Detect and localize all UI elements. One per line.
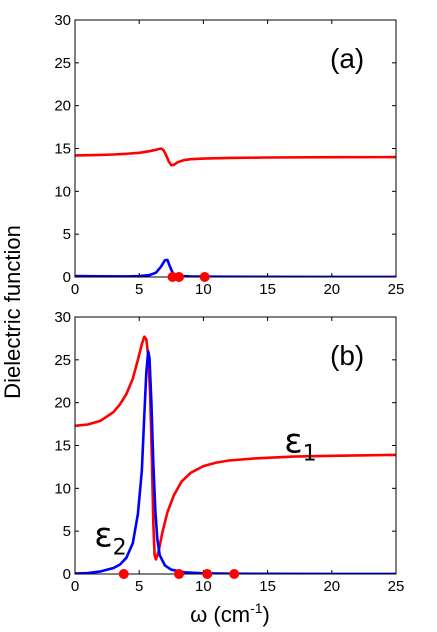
y-tick-label: 20 [54,98,71,115]
x-tick-label: 5 [135,578,143,595]
y-tick-label: 25 [54,352,71,369]
x-tick-label: 0 [71,281,79,298]
panel-a: 0 5 10 15 20 25 0 5 10 15 20 25 30 (a) [54,12,404,298]
epsilon-1-label: ε1 [284,421,316,466]
y-tick-label: 10 [54,183,71,200]
y-tick-label: 0 [63,566,71,583]
panel-label: (b) [330,340,364,371]
marker-point [118,569,129,579]
y-tick-label: 15 [54,438,71,455]
x-tick-label: 25 [388,281,405,298]
y-tick-label: 0 [63,269,71,286]
x-tick-label: 15 [259,578,276,595]
y-tick-label: 30 [54,309,71,326]
y-tick-label: 10 [54,480,71,497]
x-tick-label: 0 [71,578,79,595]
x-axis-label-close: ) [263,602,270,627]
y-tick-label: 5 [63,226,71,243]
x-tick-label: 25 [388,578,405,595]
panel-label: (a) [330,43,364,74]
x-tick-label: 5 [135,281,143,298]
y-tick-label: 25 [54,55,71,72]
epsilon-1-label-symbol: ε [284,421,302,461]
marker-point [174,272,185,282]
epsilon-2-label: ε2 [94,516,126,561]
marker-point [199,272,210,282]
x-tick-label: 10 [195,281,212,298]
epsilon-2-label-subscript: 2 [113,536,127,561]
x-tick-label: 20 [323,281,340,298]
y-tick-label: 30 [54,12,71,29]
marker-point [202,569,213,579]
epsilon-1-label-subscript: 1 [303,441,317,466]
epsilon-2-label-symbol: ε [94,516,112,556]
x-tick-label: 20 [323,578,340,595]
series-line-red [75,147,396,167]
series-line-blue [75,258,396,277]
marker-point [174,569,185,579]
x-tick-label: 10 [195,578,212,595]
series-line-red [75,335,396,561]
y-tick-label: 15 [54,141,71,158]
marker-point [229,569,240,579]
x-tick-label: 15 [259,281,276,298]
y-tick-label: 5 [63,523,71,540]
y-axis-label: Dielectric function [0,225,25,399]
x-axis-label: ω (cm-1) [190,600,270,627]
series-line-blue [75,350,396,574]
x-axis-label-superscript: -1 [250,600,263,616]
y-tick-label: 20 [54,395,71,412]
x-axis-label-main: ω (cm [190,602,250,627]
